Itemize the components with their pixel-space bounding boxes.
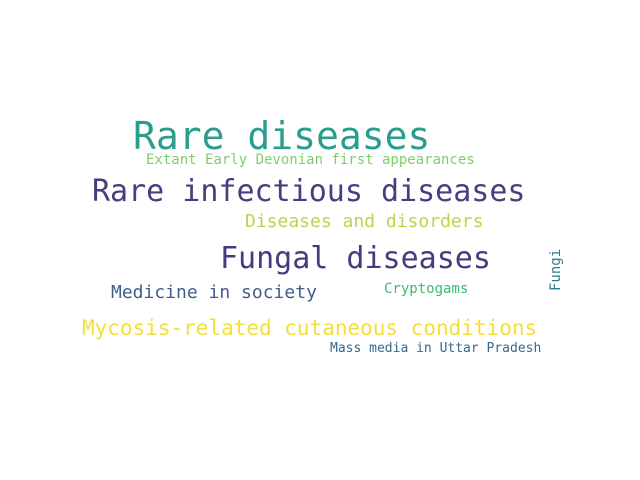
- word-rare-diseases: Rare diseases: [133, 114, 431, 158]
- word-rare-infectious-diseases: Rare infectious diseases: [92, 174, 526, 209]
- word-fungal-diseases: Fungal diseases: [220, 241, 491, 276]
- word-cryptogams: Cryptogams: [384, 281, 469, 297]
- word-mass-media-in-uttar-pradesh: Mass media in Uttar Pradesh: [330, 341, 542, 356]
- word-fungi: Fungi: [548, 248, 564, 291]
- word-extant-early-devonian-first-appearances: Extant Early Devonian first appearances: [146, 152, 475, 168]
- word-mycosis-related-cutaneous-conditions: Mycosis-related cutaneous conditions: [82, 316, 538, 340]
- word-diseases-and-disorders: Diseases and disorders: [245, 211, 484, 232]
- word-medicine-in-society: Medicine in society: [111, 282, 317, 303]
